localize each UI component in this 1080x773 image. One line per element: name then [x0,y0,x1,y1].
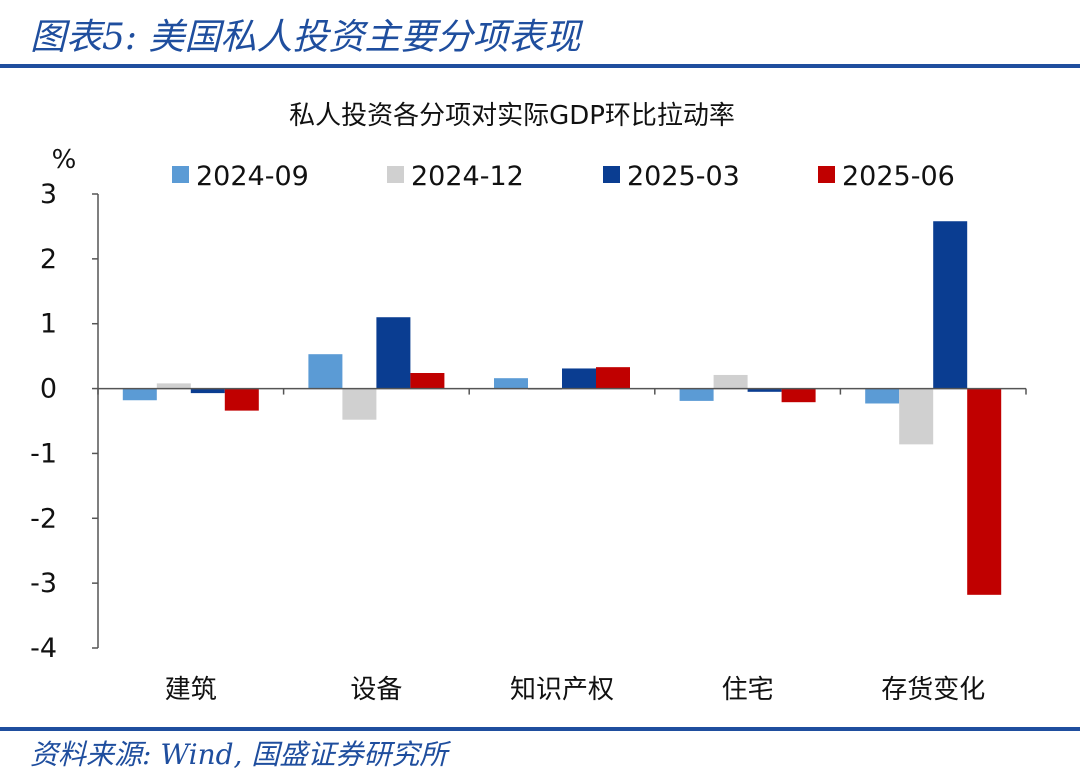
bar [967,388,1002,595]
bar [410,373,445,389]
source-note: 资料来源: Wind, 国盛证券研究所 [30,738,448,771]
x-axis: 建筑 设备 知识产权 住宅 存货变化 [97,387,1027,705]
y-tick-label: 2 [40,244,57,275]
bar [190,388,225,394]
y-tick-label: -3 [30,568,57,599]
bar [308,354,343,389]
x-category-label: 建筑 [165,675,217,705]
bar [679,388,714,401]
bar [122,388,157,401]
bar [747,388,782,392]
figure-title: 图表5: 美国私人投资主要分项表现 [30,17,581,58]
y-tick-label: -4 [30,633,57,664]
bar [781,388,816,403]
y-tick-label: 3 [40,179,57,210]
x-category-label: 存货变化 [881,675,985,705]
bar [933,221,968,389]
y-tick-label: 0 [40,374,57,405]
x-category-label: 知识产权 [510,675,614,705]
bar [562,368,596,389]
bottom-rule [0,727,1080,731]
y-tick-label: 1 [40,309,57,340]
chart-title: 私人投资各分项对实际GDP环比拉动率 [289,101,735,131]
legend-label: 2025-06 [842,161,955,192]
legend-swatch [387,166,404,183]
bar [224,388,259,411]
y-axis: 3 2 1 0 -1 -2 -3 -4 [30,179,99,664]
bar [342,388,377,420]
legend-label: 2025-03 [627,161,740,192]
bar [156,383,191,389]
legend-label: 2024-12 [411,161,524,192]
bar [376,317,411,389]
legend-swatch [603,166,620,183]
bar [596,367,630,389]
y-tick-label: -2 [30,503,57,534]
bar-chart: 私人投资各分项对实际GDP环比拉动率 % 2024-09 2024-12 2025-… [30,101,1027,705]
bars [122,221,1002,595]
y-tick-label: -1 [30,438,57,469]
bar [494,378,528,389]
legend: 2024-09 2024-12 2025-03 2025-06 [172,161,955,192]
figure-header: 图表5: 美国私人投资主要分项表现 [0,0,1080,70]
x-category-label: 住宅 [722,675,774,705]
legend-swatch [818,166,835,183]
top-rule [0,64,1080,68]
bar [713,374,748,389]
x-category-label: 设备 [350,675,402,705]
y-axis-unit: % [52,145,77,175]
bar [899,388,934,445]
legend-label: 2024-09 [196,161,309,192]
bar [865,388,900,404]
legend-swatch [172,166,189,183]
